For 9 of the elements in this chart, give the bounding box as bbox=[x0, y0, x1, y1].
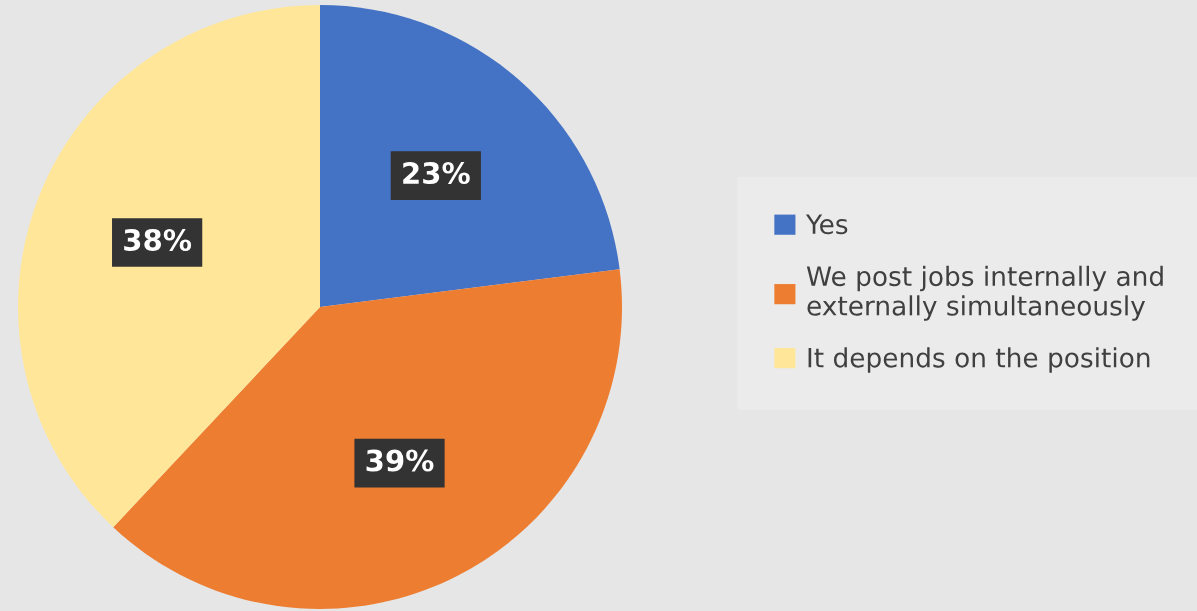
legend-label: We post jobs internally and externally simultaneously bbox=[806, 265, 1163, 321]
data-label: 23% bbox=[403, 162, 470, 185]
data-label: 38% bbox=[124, 228, 192, 251]
data-label: 39% bbox=[366, 449, 434, 472]
legend-label: It depends on the position bbox=[808, 347, 1150, 373]
legend-label: Yes bbox=[805, 214, 848, 235]
pie-slice bbox=[113, 269, 622, 609]
pie-slice bbox=[320, 5, 620, 307]
pie-slice bbox=[18, 5, 320, 528]
